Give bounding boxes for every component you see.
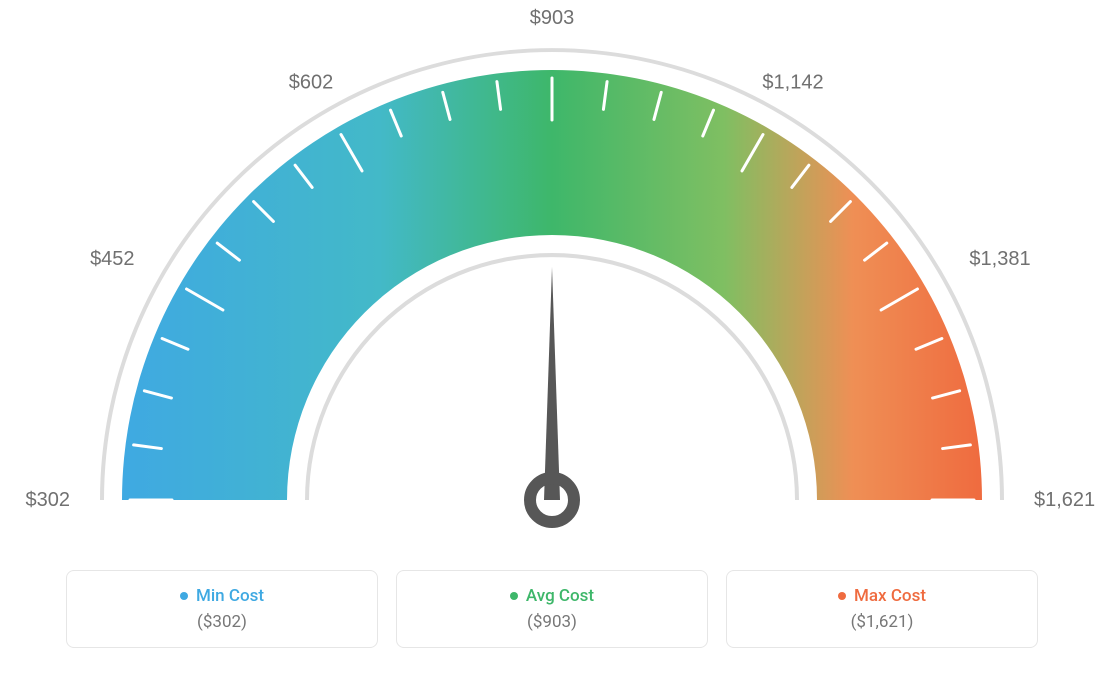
cost-gauge-widget: $302 $452 $602 $903 $1,142 $1,381 $1,621 Min C… (0, 0, 1104, 690)
min-cost-label: Min Cost (196, 586, 264, 606)
svg-text:$1,621: $1,621 (1034, 489, 1095, 511)
gauge-chart: $302 $452 $602 $903 $1,142 $1,381 $1,621 (0, 0, 1104, 560)
max-cost-card: Max Cost ($1,621) (726, 570, 1038, 648)
svg-text:$1,381: $1,381 (969, 248, 1030, 270)
svg-text:$302: $302 (26, 489, 71, 511)
max-cost-value: ($1,621) (851, 612, 914, 632)
svg-text:$903: $903 (530, 7, 575, 29)
avg-dot (510, 592, 518, 600)
legend-row: Min Cost ($302) Avg Cost ($903) Max Cost… (66, 570, 1038, 648)
svg-text:$602: $602 (289, 72, 334, 94)
avg-cost-label: Avg Cost (526, 586, 594, 606)
svg-text:$1,142: $1,142 (762, 72, 823, 94)
avg-cost-value: ($903) (527, 612, 577, 632)
avg-cost-card: Avg Cost ($903) (396, 570, 708, 648)
min-cost-value: ($302) (197, 612, 247, 632)
max-dot (838, 592, 846, 600)
min-dot (180, 592, 188, 600)
svg-text:$452: $452 (90, 248, 135, 270)
max-cost-label: Max Cost (854, 586, 926, 606)
min-cost-card: Min Cost ($302) (66, 570, 378, 648)
